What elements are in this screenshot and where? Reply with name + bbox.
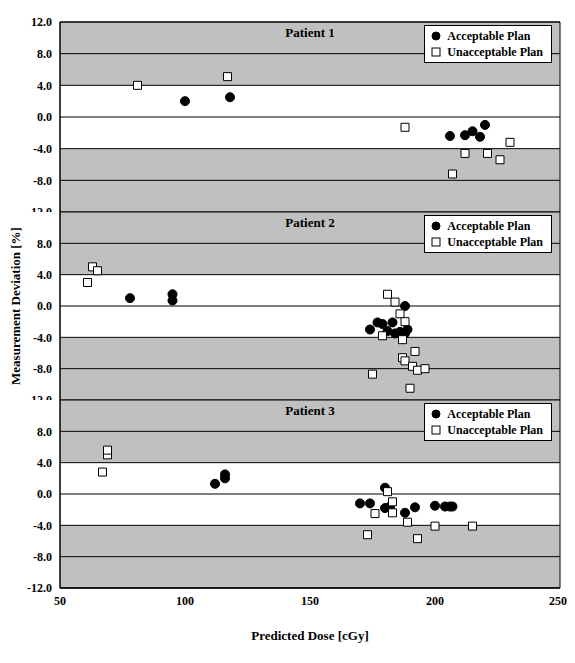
html-text:Unacceptable Plan: Unacceptable Plan	[447, 422, 543, 437]
svg-text:-8.0: -8.0	[33, 174, 52, 188]
svg-text:100: 100	[176, 594, 194, 608]
html-text:Patient 1: Patient 1	[285, 25, 335, 40]
svg-text:-12.0: -12.0	[27, 393, 52, 400]
html-text:Unacceptable Plan: Unacceptable Plan	[447, 234, 543, 249]
svg-text:-4.0: -4.0	[33, 519, 52, 533]
svg-text:0.0: 0.0	[37, 299, 52, 313]
html-text:Patient 3: Patient 3	[285, 403, 335, 418]
svg-text:-4.0: -4.0	[33, 331, 52, 345]
svg-text:-8.0: -8.0	[33, 362, 52, 376]
html-text:Acceptable Plan: Acceptable Plan	[447, 218, 531, 233]
svg-text:4.0: 4.0	[37, 456, 52, 470]
svg-text:-12.0: -12.0	[27, 581, 52, 595]
svg-text:12.0: 12.0	[31, 15, 52, 29]
html-text:Acceptable Plan: Acceptable Plan	[447, 406, 531, 421]
html-text:Measurement Deviation [%]: Measurement Deviation [%]	[8, 227, 23, 385]
svg-text:8.0: 8.0	[37, 47, 52, 61]
html-text:Unacceptable Plan: Unacceptable Plan	[447, 44, 543, 59]
svg-text:0.0: 0.0	[37, 110, 52, 124]
svg-text:150: 150	[301, 594, 319, 608]
svg-text:-12.0: -12.0	[27, 205, 52, 212]
svg-text:8.0: 8.0	[37, 425, 52, 439]
svg-text:0.0: 0.0	[37, 487, 52, 501]
svg-text:Predicted Dose [cGy]: Predicted Dose [cGy]	[251, 628, 368, 643]
svg-text:200: 200	[426, 594, 444, 608]
svg-text:-4.0: -4.0	[33, 142, 52, 156]
svg-text:250: 250	[549, 594, 567, 608]
svg-text:4.0: 4.0	[37, 79, 52, 93]
html-text:Acceptable Plan: Acceptable Plan	[447, 28, 531, 43]
svg-text:-8.0: -8.0	[33, 550, 52, 564]
svg-text:50: 50	[54, 594, 66, 608]
svg-text:4.0: 4.0	[37, 268, 52, 282]
svg-text:8.0: 8.0	[37, 237, 52, 251]
html-text:Patient 2: Patient 2	[285, 215, 335, 230]
